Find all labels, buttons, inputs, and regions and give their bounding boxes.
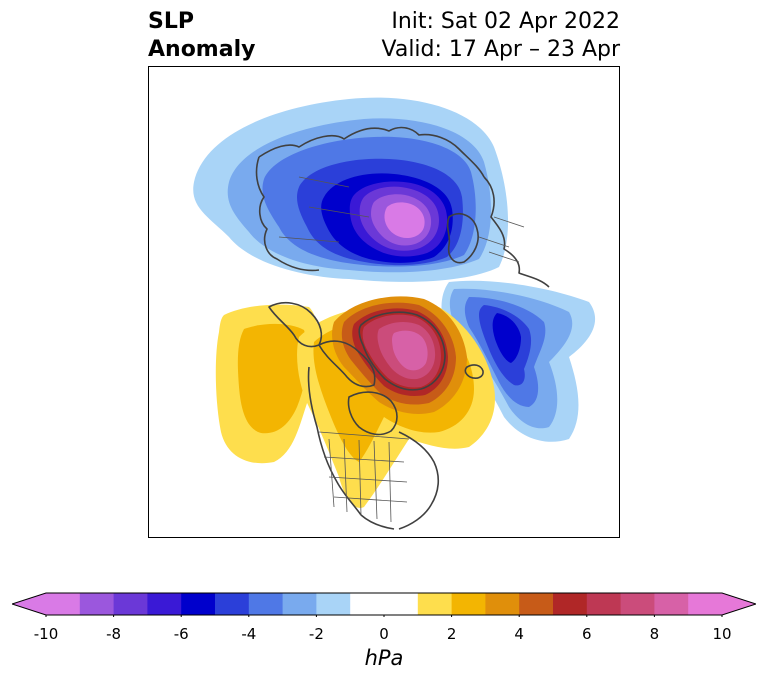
colorbar-segment: [113, 593, 148, 615]
gl-contour-6: [392, 330, 428, 371]
coast-north-america-west: [307, 366, 362, 516]
positive-anomaly-pacific: [215, 304, 320, 464]
colorbar-segment: [654, 593, 689, 615]
borders: [278, 176, 525, 523]
colorbar-extend-under: [12, 593, 46, 615]
anomaly-map: [148, 66, 620, 538]
colorbar-tick-label: 2: [446, 625, 457, 643]
border-asia-3: [278, 236, 340, 243]
coast-hudson-bay: [347, 391, 398, 436]
colorbar-tick-label: -8: [106, 625, 122, 643]
colorbar-tick-label: -6: [173, 625, 189, 643]
colorbar-extend-over: [722, 593, 756, 615]
map-title: SLP Anomaly: [148, 8, 255, 64]
colorbar-segment: [147, 593, 182, 615]
border-eu-2: [488, 251, 520, 263]
coast-iceland: [464, 364, 484, 379]
border-eu-1: [478, 236, 510, 248]
colorbar-tick-label: -4: [241, 625, 257, 643]
border-state-1: [328, 438, 335, 508]
colorbar-segment: [451, 593, 486, 615]
border-state-row-1: [323, 456, 405, 463]
coast-gulf-mexico: [360, 514, 395, 530]
coastlines: [255, 126, 550, 530]
colorbar-tick-label: 8: [649, 625, 660, 643]
border-asia-1: [298, 176, 350, 188]
colorbar-segment: [620, 593, 655, 615]
colorbar-unit-label: hPa: [364, 646, 404, 670]
negative-anomaly-atlantic: [441, 280, 596, 442]
coast-greenland: [358, 311, 446, 391]
border-state-row-3: [333, 496, 408, 503]
title-line-1: SLP: [148, 9, 194, 34]
coast-north-america-east: [398, 431, 440, 530]
contour-neg-9: [384, 202, 425, 238]
coast-scandinavia: [446, 213, 479, 264]
colorbar-tick-label: 6: [582, 625, 592, 643]
border-state-3: [358, 439, 362, 516]
colorbar-segment: [350, 593, 419, 615]
border-state-5: [388, 441, 392, 523]
pac-contour-2: [237, 323, 308, 434]
colorbar-segment: [282, 593, 317, 615]
colorbar-segment: [316, 593, 351, 615]
colorbar-segment: [248, 593, 283, 615]
coast-europe: [483, 176, 550, 288]
colorbar-tick-label: 4: [514, 625, 524, 643]
coast-eurasia-north: [258, 126, 485, 178]
colorbar-segment: [215, 593, 250, 615]
valid-dates: Valid: 17 Apr – 23 Apr: [381, 37, 621, 62]
colorbar-segment: [688, 593, 723, 615]
colorbar-tick-label: 10: [712, 625, 732, 643]
title-line-2: Anomaly: [148, 37, 256, 62]
map-dates: Init: Sat 02 Apr 2022 Valid: 17 Apr – 23…: [382, 8, 621, 64]
border-asia-2: [308, 206, 370, 218]
colorbar-segment: [79, 593, 114, 615]
colorbar: [12, 592, 756, 617]
border-eu-3: [493, 216, 525, 228]
border-us-canada: [318, 431, 410, 440]
map-svg: [193, 97, 596, 530]
colorbar-segment: [485, 593, 520, 615]
colorbar-tick-label: -2: [308, 625, 324, 643]
init-date: Init: Sat 02 Apr 2022: [391, 9, 620, 34]
atl-contour-5: [492, 313, 521, 363]
colorbar-segment: [586, 593, 621, 615]
coast-siberia-east: [255, 156, 320, 272]
colorbar-tick-label: 0: [379, 625, 389, 643]
colorbar-segment: [417, 593, 452, 615]
border-state-row-2: [328, 476, 408, 483]
colorbar-segment: [181, 593, 216, 615]
border-state-2: [343, 438, 348, 513]
colorbar-segment: [553, 593, 588, 615]
negative-anomaly-arctic: [193, 97, 509, 282]
colorbar-segment: [519, 593, 554, 615]
colorbar-segment: [46, 593, 81, 615]
colorbar-tick-label: -10: [33, 625, 59, 643]
coast-canada-arctic: [318, 340, 376, 388]
